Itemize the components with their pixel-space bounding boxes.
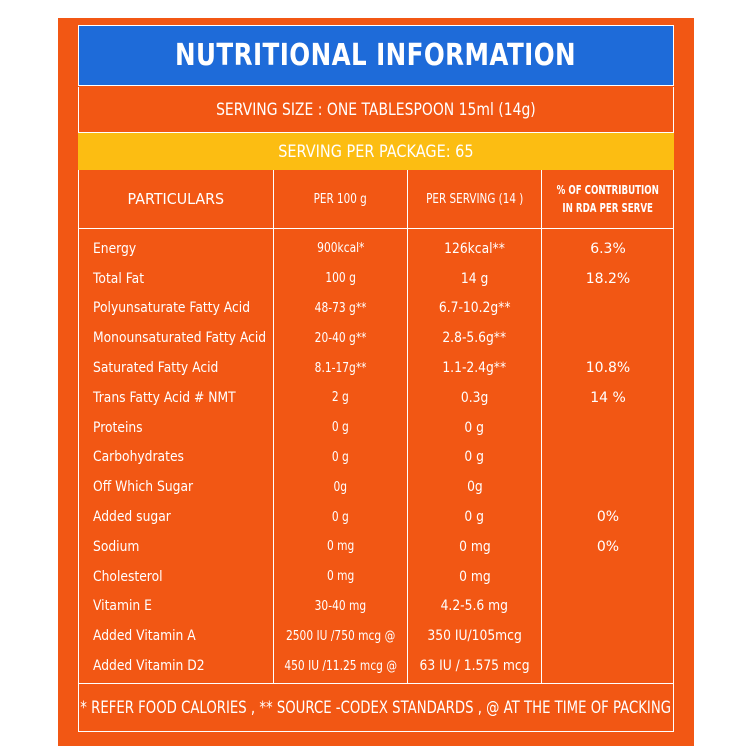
- per-serving-value: 1.1-2.4g**: [442, 360, 507, 377]
- nutrient-name: Cholesterol: [93, 568, 163, 585]
- table-body: Energy 900kcal* 126kcal** 6.3% Total Fat…: [79, 234, 674, 681]
- table-row: Trans Fatty Acid # NMT 2 g 0.3g 14 %: [79, 383, 674, 413]
- per-serving-value: 126kcal**: [444, 240, 505, 257]
- nutrient-name: Monounsaturated Fatty Acid: [93, 330, 267, 347]
- nutrient-name: Total Fat: [93, 270, 145, 287]
- per-100g-value: 0 mg: [326, 569, 355, 585]
- table-row: Polyunsaturate Fatty Acid 48-73 g** 6.7-…: [79, 294, 674, 324]
- table-row: Total Fat 100 g 14 g 18.2%: [79, 264, 674, 294]
- per-100g-value: 100 g: [325, 271, 356, 287]
- table-row: Vitamin E 30-40 mg 4.2-5.6 mg: [79, 592, 674, 622]
- per-100g-value: 0 g: [332, 509, 349, 525]
- per-100g-value: 48-73 g**: [314, 300, 367, 316]
- rda-value: 6.3%: [590, 240, 626, 257]
- per-100g-value: 8.1-17g**: [314, 360, 367, 376]
- per-serving-value: 2.8-5.6g**: [442, 330, 507, 347]
- column-divider: [541, 170, 542, 683]
- header-per-serving: PER SERVING (14 ): [425, 191, 524, 207]
- per-serving-value: 14 g: [460, 270, 489, 287]
- table-row: Added Vitamin A 2500 IU /750 mcg @ 350 I…: [79, 621, 674, 651]
- nutrition-table: PARTICULARS PER 100 g PER SERVING (14 ) …: [78, 170, 674, 684]
- header-rda-line2: IN RDA PER SERVE: [562, 201, 654, 215]
- rda-value: 0%: [596, 509, 620, 526]
- serving-size-row: SERVING SIZE : ONE TABLESPOON 15ml (14g): [78, 87, 674, 133]
- nutrient-name: Added Vitamin A: [93, 628, 196, 645]
- per-serving-value: 0.3g: [460, 389, 489, 406]
- nutrient-name: Energy: [93, 240, 137, 257]
- per-100g-value: 30-40 mg: [314, 598, 367, 614]
- per-serving-value: 0g: [466, 479, 483, 496]
- per-serving-value: 4.2-5.6 mg: [440, 598, 509, 615]
- rda-value: 18.2%: [585, 270, 631, 287]
- table-row: Added Vitamin D2 450 IU /11.25 mcg @ 63 …: [79, 651, 674, 681]
- header-rda-line1: % OF CONTRIBUTION: [556, 183, 660, 197]
- per-serving-value: 0 g: [464, 449, 485, 466]
- table-row: Energy 900kcal* 126kcal** 6.3%: [79, 234, 674, 264]
- serving-per-package-text: SERVING PER PACKAGE: 65: [278, 141, 474, 162]
- rda-value: 0%: [596, 538, 620, 555]
- nutrient-name: Polyunsaturate Fatty Acid: [93, 300, 251, 317]
- table-row: Added sugar 0 g 0 g 0%: [79, 502, 674, 532]
- per-100g-value: 2 g: [332, 390, 349, 406]
- nutrient-name: Carbohydrates: [93, 449, 184, 466]
- per-100g-value: 2500 IU /750 mcg @: [285, 628, 396, 644]
- nutrient-name: Added sugar: [93, 509, 171, 526]
- per-serving-value: 0 g: [464, 419, 485, 436]
- rda-value: 14 %: [590, 389, 626, 406]
- nutrient-name: Off Which Sugar: [93, 479, 194, 496]
- table-row: Proteins 0 g 0 g: [79, 413, 674, 443]
- header-particulars: PARTICULARS: [127, 190, 225, 208]
- nutrient-name: Trans Fatty Acid # NMT: [93, 389, 236, 406]
- footnote-text: * REFER FOOD CALORIES , ** SOURCE -CODEX…: [80, 697, 672, 718]
- per-100g-value: 0 mg: [326, 539, 355, 555]
- table-row: Saturated Fatty Acid 8.1-17g** 1.1-2.4g*…: [79, 353, 674, 383]
- nutrient-name: Proteins: [93, 419, 143, 436]
- table-row: Off Which Sugar 0g 0g: [79, 472, 674, 502]
- per-serving-value: 6.7-10.2g**: [438, 300, 511, 317]
- nutrient-name: Vitamin E: [93, 598, 152, 615]
- per-100g-value: 0 g: [332, 449, 349, 465]
- table-row: Monounsaturated Fatty Acid 20-40 g** 2.8…: [79, 323, 674, 353]
- header-per-100g: PER 100 g: [313, 191, 368, 207]
- column-divider: [273, 170, 274, 683]
- per-100g-value: 900kcal*: [316, 241, 365, 257]
- table-row: Carbohydrates 0 g 0 g: [79, 443, 674, 473]
- rda-value: 10.8%: [585, 360, 631, 377]
- per-serving-value: 0 g: [464, 509, 485, 526]
- table-row: Sodium 0 mg 0 mg 0%: [79, 532, 674, 562]
- nutrient-name: Added Vitamin D2: [93, 658, 205, 675]
- per-100g-value: 0 g: [332, 420, 349, 436]
- nutrient-name: Sodium: [93, 538, 140, 555]
- serving-per-package-band: SERVING PER PACKAGE: 65: [78, 133, 674, 170]
- nutrient-name: Saturated Fatty Acid: [93, 360, 219, 377]
- table-row: Cholesterol 0 mg 0 mg: [79, 562, 674, 592]
- per-serving-value: 63 IU / 1.575 mcg: [419, 658, 530, 675]
- per-serving-value: 350 IU/105mcg: [427, 628, 522, 645]
- footnote-row: * REFER FOOD CALORIES , ** SOURCE -CODEX…: [78, 684, 674, 732]
- serving-size-text: SERVING SIZE : ONE TABLESPOON 15ml (14g): [216, 99, 536, 120]
- per-100g-value: 0g: [333, 479, 348, 495]
- nutrition-label-panel: NUTRITIONAL INFORMATION SERVING SIZE : O…: [58, 18, 694, 746]
- per-100g-value: 20-40 g**: [314, 330, 367, 346]
- header-rda: % OF CONTRIBUTION IN RDA PER SERVE: [542, 170, 674, 228]
- per-serving-value: 0 mg: [458, 568, 491, 585]
- label-title: NUTRITIONAL INFORMATION: [175, 38, 577, 73]
- column-divider: [407, 170, 408, 683]
- per-100g-value: 450 IU /11.25 mcg @: [284, 658, 397, 674]
- per-serving-value: 0 mg: [458, 538, 491, 555]
- title-banner: NUTRITIONAL INFORMATION: [78, 25, 674, 86]
- header-divider: [79, 228, 674, 229]
